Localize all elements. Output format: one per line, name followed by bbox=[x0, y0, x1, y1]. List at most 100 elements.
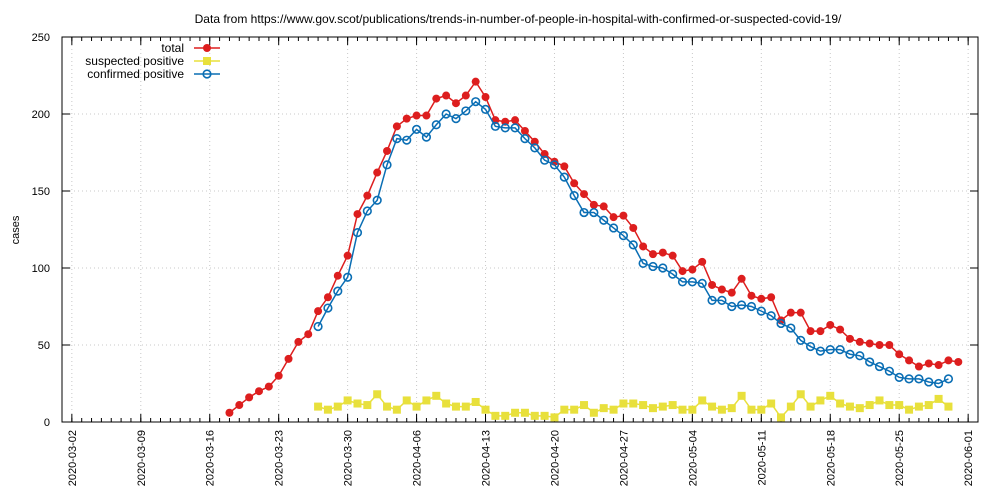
data-point-total bbox=[658, 248, 667, 257]
data-point-confirmed-positive bbox=[904, 374, 914, 384]
data-point-total bbox=[530, 137, 539, 146]
data-point-suspected-positive bbox=[688, 405, 697, 414]
data-point-total bbox=[264, 382, 273, 391]
data-point-suspected-positive bbox=[619, 399, 628, 408]
data-point-total bbox=[353, 210, 362, 219]
data-point-suspected-positive bbox=[786, 402, 795, 411]
data-point-suspected-positive bbox=[905, 405, 914, 414]
data-point-total bbox=[727, 288, 736, 297]
data-point-confirmed-positive bbox=[707, 295, 717, 305]
data-point-confirmed-positive bbox=[618, 231, 629, 241]
data-point-total bbox=[304, 330, 313, 339]
data-point-suspected-positive bbox=[570, 405, 579, 414]
data-point-total bbox=[511, 116, 520, 125]
data-point-confirmed-positive bbox=[727, 301, 737, 312]
data-point-suspected-positive bbox=[678, 405, 687, 414]
y-tick-label: 0 bbox=[44, 417, 50, 429]
grid bbox=[62, 37, 978, 422]
x-tick-label: 2020-05-11 bbox=[756, 430, 768, 485]
data-point-total bbox=[717, 285, 726, 294]
series-confirmed-positive bbox=[313, 97, 954, 389]
data-point-total bbox=[560, 162, 569, 171]
data-point-total bbox=[402, 114, 411, 123]
x-tick-label: 2020-03-23 bbox=[274, 430, 286, 486]
data-point-total bbox=[826, 320, 835, 329]
data-point-confirmed-positive bbox=[746, 301, 757, 312]
data-point-suspected-positive bbox=[461, 402, 470, 411]
data-point-total bbox=[924, 359, 933, 368]
data-point-total bbox=[580, 190, 589, 199]
series-line bbox=[317, 100, 949, 385]
data-point-total bbox=[451, 99, 460, 108]
data-point-total bbox=[284, 354, 293, 363]
data-point-total bbox=[392, 122, 401, 131]
data-point-suspected-positive bbox=[530, 411, 539, 420]
data-point-total bbox=[540, 150, 549, 159]
data-point-total bbox=[796, 308, 805, 317]
data-point-suspected-positive bbox=[491, 411, 500, 420]
legend-entry: suspected positive bbox=[85, 54, 220, 68]
data-point-confirmed-positive bbox=[540, 155, 550, 165]
data-point-confirmed-positive bbox=[431, 120, 441, 130]
data-point-suspected-positive bbox=[934, 394, 943, 403]
data-point-confirmed-positive bbox=[756, 306, 766, 316]
data-point-total bbox=[619, 211, 628, 220]
data-point-total bbox=[747, 291, 756, 300]
chart-title: Data from https://www.gov.scot/publicati… bbox=[195, 12, 842, 26]
data-point-suspected-positive bbox=[363, 401, 372, 410]
x-tick-label: 2020-03-16 bbox=[205, 430, 217, 486]
series-total bbox=[225, 77, 963, 417]
x-tick-label: 2020-04-06 bbox=[412, 430, 424, 486]
data-point-total bbox=[314, 307, 323, 316]
axes: 0 50 100 150 200 250 2020-03-02 2020-03-09 2020-… bbox=[32, 32, 979, 486]
data-point-confirmed-positive bbox=[599, 215, 609, 225]
data-point-suspected-positive bbox=[589, 408, 598, 417]
data-point-total bbox=[875, 341, 884, 349]
data-point-suspected-positive bbox=[648, 404, 657, 413]
data-point-total bbox=[589, 200, 598, 209]
data-point-total bbox=[865, 339, 874, 348]
data-point-confirmed-positive bbox=[894, 372, 904, 382]
data-point-total bbox=[885, 341, 894, 349]
data-point-confirmed-positive bbox=[766, 311, 776, 321]
data-point-confirmed-positive bbox=[786, 323, 796, 333]
data-point-total bbox=[383, 146, 392, 155]
data-point-confirmed-positive bbox=[402, 135, 412, 145]
data-point-confirmed-positive bbox=[697, 278, 707, 289]
data-point-total bbox=[934, 361, 943, 370]
data-point-suspected-positive bbox=[343, 396, 352, 405]
data-point-confirmed-positive bbox=[677, 277, 688, 287]
data-point-suspected-positive bbox=[599, 404, 608, 413]
data-point-total bbox=[816, 327, 825, 336]
data-point-confirmed-positive bbox=[579, 207, 589, 218]
data-point-confirmed-positive bbox=[638, 258, 648, 268]
x-tick-label: 2020-05-04 bbox=[687, 430, 699, 486]
x-tick-label: 2020-04-27 bbox=[618, 430, 630, 486]
y-tick-label: 100 bbox=[32, 263, 50, 275]
data-point-confirmed-positive bbox=[392, 134, 402, 144]
data-point-confirmed-positive bbox=[313, 321, 323, 332]
data-point-confirmed-positive bbox=[776, 318, 786, 329]
data-point-confirmed-positive bbox=[411, 124, 422, 134]
data-point-suspected-positive bbox=[875, 396, 884, 405]
data-point-suspected-positive bbox=[540, 411, 549, 420]
data-point-confirmed-positive bbox=[943, 374, 954, 384]
x-tick-label: 2020-04-20 bbox=[549, 430, 561, 486]
data-point-total bbox=[323, 293, 332, 302]
data-point-suspected-positive bbox=[481, 405, 490, 414]
data-point-suspected-positive bbox=[422, 396, 431, 405]
data-point-confirmed-positive bbox=[608, 223, 619, 233]
data-point-suspected-positive bbox=[432, 391, 441, 400]
data-point-total bbox=[461, 91, 470, 100]
data-point-suspected-positive bbox=[550, 413, 559, 422]
data-point-total bbox=[363, 191, 372, 200]
data-point-total bbox=[688, 265, 697, 274]
data-point-confirmed-positive bbox=[490, 121, 500, 131]
data-point-confirmed-positive bbox=[668, 269, 678, 279]
data-point-suspected-positive bbox=[353, 399, 362, 408]
data-point-total bbox=[698, 257, 707, 266]
data-point-total bbox=[442, 91, 451, 100]
data-point-total bbox=[678, 267, 687, 276]
data-point-total bbox=[333, 271, 342, 280]
